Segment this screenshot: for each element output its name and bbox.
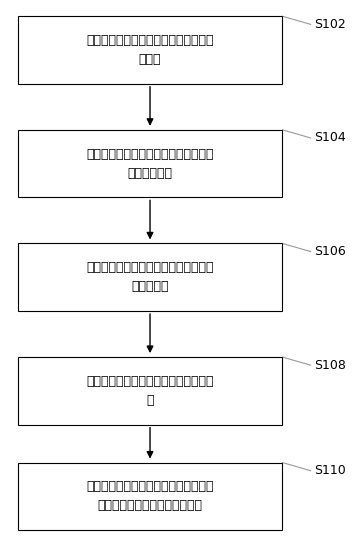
FancyBboxPatch shape bbox=[18, 463, 282, 530]
Text: S104: S104 bbox=[314, 131, 346, 144]
FancyBboxPatch shape bbox=[18, 357, 282, 425]
FancyBboxPatch shape bbox=[18, 243, 282, 311]
Text: S110: S110 bbox=[314, 464, 346, 477]
Text: S106: S106 bbox=[314, 245, 346, 258]
Text: 基于多个定位信息，得到移动平台的目
标定位信息: 基于多个定位信息，得到移动平台的目 标定位信息 bbox=[86, 261, 214, 293]
Text: S102: S102 bbox=[314, 18, 346, 31]
FancyBboxPatch shape bbox=[18, 130, 282, 197]
Text: 对多个传感器数据进行层级处理，生成
多个定位信息: 对多个传感器数据进行层级处理，生成 多个定位信息 bbox=[86, 148, 214, 180]
Text: 基于目标定位信息，生成局部高精度地
图: 基于目标定位信息，生成局部高精度地 图 bbox=[86, 375, 214, 407]
FancyBboxPatch shape bbox=[18, 16, 282, 84]
Text: S108: S108 bbox=[314, 359, 346, 372]
Text: 对局部高精度地图进行闭环检测操作，
得到移动平台的高精度全局地图: 对局部高精度地图进行闭环检测操作， 得到移动平台的高精度全局地图 bbox=[86, 480, 214, 512]
Text: 获取移动平台关于周围环境的多个传感
器数据: 获取移动平台关于周围环境的多个传感 器数据 bbox=[86, 34, 214, 66]
